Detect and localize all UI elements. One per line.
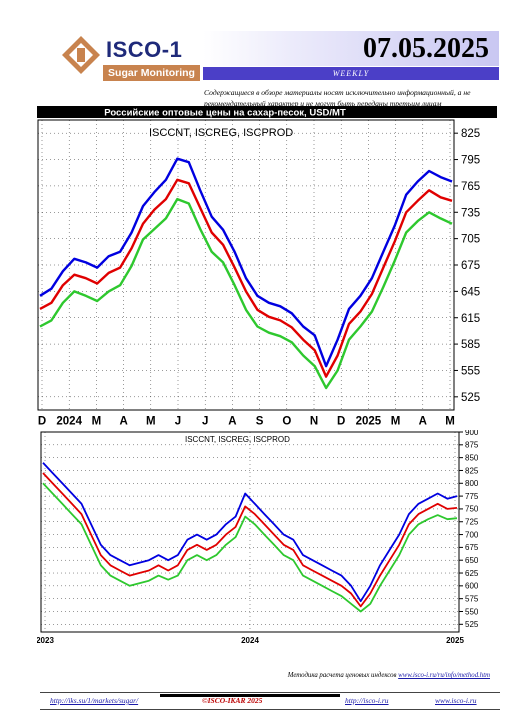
disclaimer: Содержащиеся в обзоре материалы носят ис… (204, 88, 471, 108)
top-series-lines (39, 157, 453, 390)
x-tick-label: 2025 (356, 416, 382, 428)
y-tick-label: 725 (465, 518, 479, 527)
x-tick-label: N (310, 416, 318, 428)
y-tick-label: 600 (465, 582, 479, 591)
x-tick-label: 2024 (241, 636, 259, 645)
y-tick-label: 700 (465, 530, 479, 539)
y-tick-label: 825 (465, 466, 479, 475)
x-tick-label: S (256, 416, 264, 428)
series-line-iscreg (42, 472, 458, 608)
top-x-axis: D 2024 M A M J J A S O N D 2025 M A M (38, 416, 455, 428)
y-tick-label: 825 (461, 128, 480, 140)
y-tick-label: 575 (465, 594, 479, 603)
y-tick-label: 650 (465, 556, 479, 565)
bottom-y-axis: 525 550 575 600 625 650 675 700 725 750 775 800 825 8… (459, 430, 479, 629)
y-tick-label: 585 (461, 339, 480, 351)
y-tick-label: 675 (465, 543, 479, 552)
methodology-link[interactable]: www.isco-i.ru/ru/info/method.htm (398, 672, 490, 679)
methodology-prefix: Методика расчета ценовых индексов (287, 672, 397, 679)
footer-link-right[interactable]: www.isco-i.ru (435, 696, 477, 705)
x-tick-label: M (391, 416, 401, 428)
x-tick-label: 2025 (446, 636, 464, 645)
x-tick-label: M (92, 416, 102, 428)
x-tick-label: J (202, 416, 208, 428)
y-tick-label: 525 (465, 620, 479, 629)
y-tick-label: 800 (465, 479, 479, 488)
x-tick-label: D (38, 416, 46, 428)
y-tick-label: 735 (461, 207, 480, 219)
top-legend-text: ISCCNT, ISCREG, ISCPROD (149, 127, 293, 139)
series-line-iscprod (42, 482, 458, 613)
series-line-iscprod (39, 197, 453, 390)
date-panel: 07.05.2025 (203, 31, 499, 66)
bottom-series-lines (42, 462, 458, 613)
x-tick-label: 2024 (56, 416, 82, 428)
series-line-iscreg (39, 178, 453, 378)
y-tick-label: 645 (461, 286, 480, 298)
y-tick-label: 750 (465, 505, 479, 514)
x-tick-label: D (337, 416, 345, 428)
period-label: WEEKLY (203, 67, 499, 80)
logo: ISCO-1 Sugar Monitoring (59, 31, 200, 84)
logo-subtitle: Sugar Monitoring (103, 65, 200, 81)
y-tick-label: 675 (461, 260, 480, 272)
x-tick-label: M (445, 416, 455, 428)
y-tick-label: 900 (465, 430, 479, 437)
footer-divider (160, 694, 340, 697)
x-tick-label: M (146, 416, 156, 428)
footer-bar: http://iks.su/1/markets/sugar/ ©ISCO-IKA… (40, 692, 500, 710)
y-tick-label: 555 (461, 365, 480, 377)
series-line-isccnt (39, 157, 453, 368)
y-tick-label: 795 (461, 155, 480, 167)
top-chart-title-bar (37, 106, 497, 118)
series-line-isccnt (42, 462, 458, 603)
top-chart: Российские оптовые цены на сахар-песок, … (37, 106, 497, 428)
y-tick-label: 775 (465, 492, 479, 501)
logo-name: ISCO-1 (106, 37, 183, 62)
x-tick-label: J (175, 416, 181, 428)
top-chart-title: Российские оптовые цены на сахар-песок, … (104, 108, 346, 119)
top-grid (38, 120, 454, 410)
y-tick-label: 525 (461, 392, 480, 404)
x-tick-label: A (419, 416, 427, 428)
y-tick-label: 705 (461, 234, 480, 246)
bottom-chart: ISCCNT, ISCREG, ISCPROD 525 550 575 600 625 6… (37, 430, 479, 645)
x-tick-label: A (119, 416, 127, 428)
footer-link-left[interactable]: http://iks.su/1/markets/sugar/ (50, 696, 139, 705)
x-tick-label: 2023 (37, 636, 54, 645)
y-tick-label: 550 (465, 607, 479, 616)
footer-link-mid[interactable]: http://isco-i.ru (345, 696, 389, 705)
methodology-note: Методика расчета ценовых индексов www.is… (288, 672, 490, 679)
bottom-legend-text: ISCCNT, ISCREG, ISCPROD (185, 435, 290, 444)
y-tick-label: 875 (465, 441, 479, 450)
y-tick-label: 615 (461, 313, 480, 325)
y-tick-label: 765 (461, 181, 480, 193)
logo-diamond-icon (62, 36, 100, 74)
y-tick-label: 850 (465, 453, 479, 462)
footer-copyright: ©ISCO-IKAR 2025 (202, 696, 263, 705)
report-date: 07.05.2025 (363, 33, 489, 64)
bottom-x-axis: 2023 2024 2025 (37, 636, 464, 645)
top-y-axis: 525 555 585 615 645 675 705 735 765 795 825 (454, 128, 480, 404)
x-tick-label: O (282, 416, 291, 428)
x-tick-label: A (228, 416, 236, 428)
y-tick-label: 625 (465, 569, 479, 578)
